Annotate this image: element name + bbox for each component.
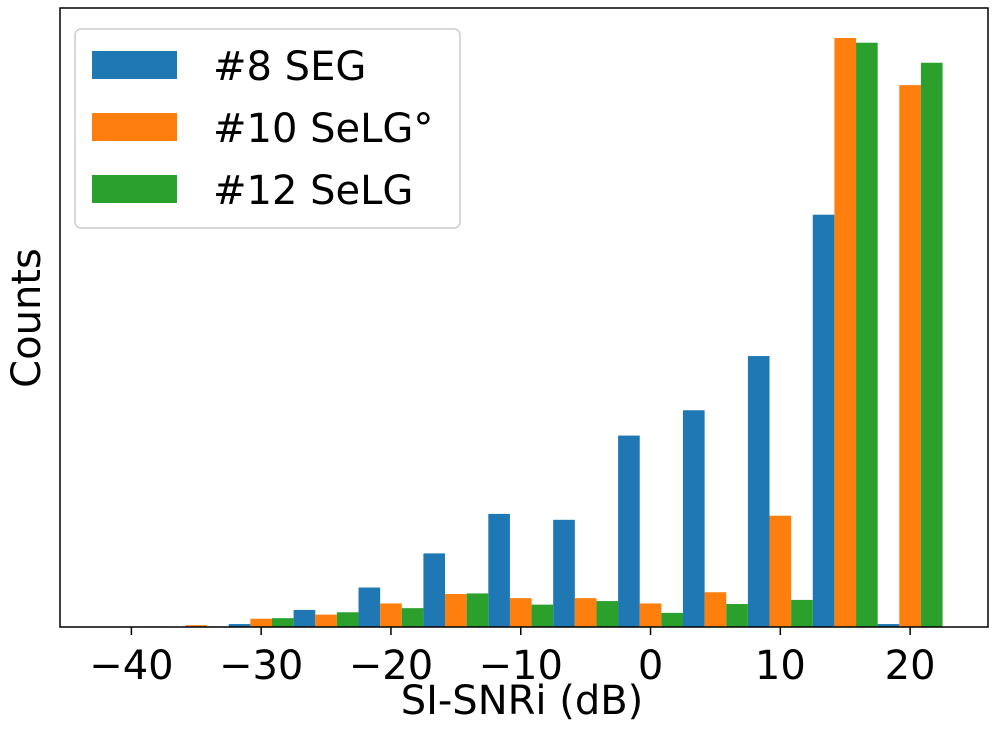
x-tick-label: 0 [638, 643, 663, 689]
bar--12-selg-bin-5 [466, 593, 489, 627]
bar--12-selg-bin-10 [791, 599, 813, 627]
bar--10-selg--bin-12 [899, 85, 921, 628]
bar--10-selg--bin-8 [639, 603, 662, 627]
x-tick-label: 10 [755, 643, 806, 689]
bar--10-selg--bin-11 [834, 38, 857, 627]
bar--12-selg-bin-3 [336, 612, 359, 627]
bar--12-selg-bin-9 [726, 604, 748, 627]
bar--12-selg-bin-2 [271, 618, 294, 627]
bar--12-selg-bin-11 [856, 42, 878, 627]
legend-swatch [92, 51, 177, 79]
x-tick-label: 20 [885, 643, 936, 689]
legend-swatch [92, 113, 177, 141]
legend-label: #10 SeLG° [213, 106, 433, 152]
bar--10-selg--bin-6 [509, 598, 532, 627]
bar--10-selg--bin-5 [445, 594, 467, 627]
legend: #8 SEG #10 SeLG° #12 SeLG [74, 28, 461, 229]
bar--8-seg-bin-9 [682, 410, 705, 627]
bar--8-seg-bin-5 [423, 553, 446, 628]
bar--8-seg-bin-4 [358, 587, 381, 627]
bar--10-selg--bin-2 [250, 618, 272, 627]
legend-label: #8 SEG [213, 44, 366, 90]
y-axis-label: Counts [4, 248, 50, 388]
x-tick-label: −20 [349, 643, 433, 689]
bar--12-selg-bin-8 [661, 612, 683, 627]
bar--8-seg-bin-11 [812, 214, 835, 627]
bar--8-seg-bin-8 [618, 435, 640, 627]
legend-label: #12 SeLG [213, 168, 413, 214]
bar--10-selg--bin-7 [574, 598, 597, 627]
x-axis-label: SI-SNRi (dB) [401, 678, 644, 724]
bars-group [120, 38, 943, 628]
bar--12-selg-bin-7 [596, 601, 619, 627]
bar--8-seg-bin-12 [877, 624, 900, 627]
bar--10-selg--bin-3 [315, 614, 337, 627]
bar--10-selg--bin-4 [380, 603, 402, 627]
plot-frame [59, 7, 989, 628]
bar--8-seg-bin-2 [228, 624, 251, 627]
x-ticks: −40 −30 −20 −10 0 10 20 [89, 627, 936, 689]
x-tick-label: −30 [219, 643, 303, 689]
bar--10-selg--bin-9 [704, 592, 727, 627]
x-tick-label: −10 [479, 643, 563, 689]
bar--8-seg-bin-7 [553, 519, 575, 627]
x-tick-label: −40 [89, 643, 173, 689]
bar--12-selg-bin-6 [531, 604, 554, 627]
bar--8-seg-bin-10 [747, 356, 770, 627]
bar--12-selg-bin-4 [401, 608, 424, 627]
bar--8-seg-bin-6 [488, 513, 510, 627]
legend-swatch [92, 175, 177, 203]
bar--8-seg-bin-3 [293, 609, 316, 627]
bar--12-selg-bin-12 [920, 62, 943, 628]
bar--10-selg--bin-1 [185, 625, 208, 627]
bar--10-selg--bin-10 [769, 515, 792, 627]
